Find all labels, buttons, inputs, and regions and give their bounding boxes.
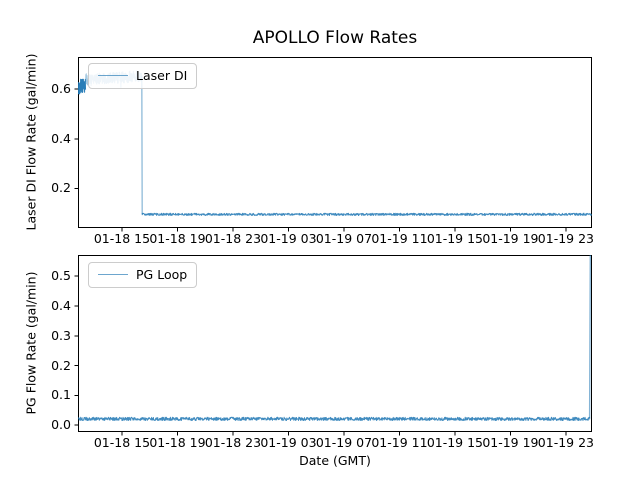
x-tick-label: 01-18 23 [204, 231, 262, 246]
laser-di-line-dense [78, 78, 87, 95]
laser-di-subplot-data [78, 70, 592, 216]
y-tick-label: 0.2 [51, 357, 71, 373]
x-tick-label: 01-18 19 [149, 231, 206, 246]
y-tick-label: 0.3 [51, 327, 71, 343]
x-tick-label: 01-19 07 [315, 435, 373, 450]
laser-di-subplot-axes-frame [78, 57, 592, 228]
y-tick-label: 0.5 [51, 268, 71, 284]
x-tick-label: 01-19 11 [371, 435, 428, 450]
pg-loop-line-spike [588, 255, 591, 420]
legend-pg-loop: PG Loop [88, 262, 198, 288]
pg-loop-line-line [78, 416, 591, 421]
x-tick-label: 01-18 15 [93, 435, 151, 450]
legend-laser-di: Laser DI [88, 63, 198, 89]
chart-title: APOLLO Flow Rates [252, 28, 418, 48]
legend-label: PG Loop [136, 267, 188, 282]
x-tick-label: 01-19 15 [426, 435, 484, 450]
y-tick-label: 0.2 [51, 180, 71, 196]
x-tick-label: 01-18 19 [149, 435, 206, 450]
pg-loop-subplot-data [78, 255, 591, 421]
x-tick-label: 01-18 23 [204, 435, 262, 450]
legend-line-sample-icon [98, 274, 128, 275]
pg-loop-subplot-axes-frame [78, 255, 592, 432]
x-tick-label: 01-19 11 [371, 231, 428, 246]
y-tick-label: 0.0 [51, 417, 71, 433]
y-tick-label: 0.4 [51, 130, 71, 146]
y-tick-label: 0.4 [51, 297, 71, 313]
x-tick-label: 01-19 07 [315, 231, 373, 246]
x-tick-label: 01-18 15 [93, 231, 151, 246]
x-tick-label: 01-19 23 [537, 231, 594, 246]
y-tick-label: 0.6 [51, 81, 71, 97]
x-tick-label: 01-19 19 [482, 231, 539, 246]
x-tick-label: 01-19 19 [482, 435, 539, 450]
x-tick-label: 01-19 23 [537, 435, 594, 450]
y-tick-label: 0.1 [51, 387, 71, 403]
x-axis-label: Date (GMT) [299, 453, 371, 468]
legend-line-sample-icon [98, 75, 128, 76]
legend-label: Laser DI [136, 68, 188, 83]
x-tick-label: 01-19 15 [426, 231, 484, 246]
x-tick-label: 01-19 03 [260, 435, 317, 450]
x-tick-label: 01-19 03 [260, 231, 317, 246]
laser-di-line-line [141, 212, 592, 216]
